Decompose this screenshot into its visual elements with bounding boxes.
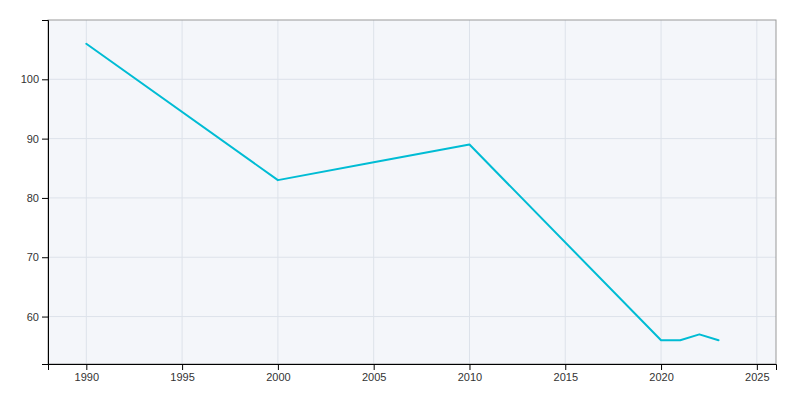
tick-label: 70 — [27, 251, 39, 263]
tick: 1995 — [170, 364, 194, 383]
tick-mark — [374, 364, 375, 370]
tick-label: 80 — [27, 192, 39, 204]
y-axis: 60 70 80 90 100 — [21, 21, 49, 365]
chart-container: 1990 1995 2000 2005 2010 2015 2020 2025 60 70 80 90… — [0, 0, 800, 400]
tick: 1990 — [75, 364, 99, 383]
tick: 2025 — [745, 364, 769, 383]
grid-line-y — [48, 257, 776, 258]
tick: 2005 — [362, 364, 386, 383]
grid-line-y — [48, 79, 776, 80]
grid — [48, 20, 776, 364]
grid-line-x — [277, 20, 278, 364]
tick-mark — [42, 317, 48, 318]
tick: 2000 — [266, 364, 290, 383]
tick-label: 2005 — [362, 371, 386, 383]
grid-line-x — [661, 20, 662, 364]
plot-group: 1990 1995 2000 2005 2010 2015 2020 2025 60 70 80 90… — [21, 20, 777, 383]
tick-mark — [469, 364, 470, 370]
grid-line-x — [565, 20, 566, 364]
tick-label: 2025 — [745, 371, 769, 383]
tick: 100 — [21, 73, 48, 85]
grid-line-x — [756, 20, 757, 364]
axis-domain — [42, 21, 49, 365]
tick: 70 — [27, 251, 48, 263]
x-axis: 1990 1995 2000 2005 2010 2015 2020 2025 — [49, 364, 777, 383]
tick-label: 2015 — [554, 371, 578, 383]
grid-line-x — [373, 20, 374, 364]
tick: 60 — [27, 311, 48, 323]
tick: 2020 — [649, 364, 673, 383]
plot-frame — [48, 20, 776, 364]
tick-mark — [42, 79, 48, 80]
tick-mark — [42, 257, 48, 258]
tick-label: 2010 — [458, 371, 482, 383]
tick: 2010 — [458, 364, 482, 383]
tick-mark — [757, 364, 758, 370]
tick-mark — [42, 139, 48, 140]
tick-label: 90 — [27, 133, 39, 145]
tick-mark — [661, 364, 662, 370]
tick: 80 — [27, 192, 48, 204]
tick-label: 100 — [21, 73, 39, 85]
plot-background — [48, 20, 776, 364]
data-line — [86, 44, 718, 341]
grid-line-y — [48, 138, 776, 139]
marks — [86, 44, 718, 341]
axis-domain — [49, 365, 777, 371]
tick-label: 2000 — [266, 371, 290, 383]
grid-line-x — [86, 20, 87, 364]
tick: 90 — [27, 133, 48, 145]
tick-mark — [42, 198, 48, 199]
chart-svg: 1990 1995 2000 2005 2010 2015 2020 2025 60 70 80 90… — [0, 0, 800, 400]
tick: 2015 — [554, 364, 578, 383]
tick-label: 1990 — [75, 371, 99, 383]
tick-mark — [182, 364, 183, 370]
tick-label: 60 — [27, 311, 39, 323]
tick-mark — [565, 364, 566, 370]
grid-line-y — [48, 197, 776, 198]
grid-line-x — [469, 20, 470, 364]
tick-mark — [86, 364, 87, 370]
grid-line-y — [48, 316, 776, 317]
grid-line-x — [182, 20, 183, 364]
tick-mark — [278, 364, 279, 370]
tick-label: 1995 — [170, 371, 194, 383]
tick-label: 2020 — [649, 371, 673, 383]
